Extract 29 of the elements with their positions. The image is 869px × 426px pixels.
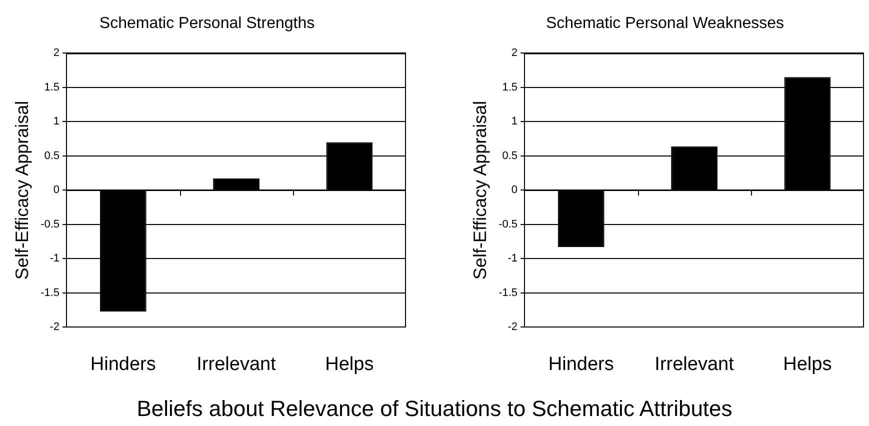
y-tick-label: -2 — [508, 321, 518, 334]
y-tick-label: 1.5 — [502, 81, 518, 94]
y-tick-label: -0.5 — [498, 218, 518, 230]
text: Beliefs about Relevance of Situations to Schematic Attributes — [136, 396, 734, 422]
y-tick-label: 1.5 — [44, 81, 60, 94]
y-tick-label: 1 — [53, 116, 60, 128]
x-tick-label: Helps — [325, 354, 374, 375]
y-tick-label: 2 — [53, 47, 60, 60]
y-tick-label: 0 — [53, 184, 60, 196]
x-tick-label: Hinders — [548, 354, 614, 375]
y-axis-title: Self-Efficacy Appraisal — [470, 100, 490, 280]
y-tick-label: -1.5 — [40, 286, 60, 299]
y-tick-label: -1.5 — [498, 286, 518, 299]
chart-title: Schematic Personal Weaknesses — [546, 15, 784, 32]
y-tick-label: -0.5 — [40, 218, 60, 230]
y-tick-label: -1 — [50, 252, 60, 265]
y-tick-label: 1 — [511, 116, 518, 128]
y-tick-label: -2 — [50, 321, 60, 334]
chart-title: Schematic Personal Strengths — [99, 15, 315, 32]
x-tick-label: Hinders — [90, 354, 156, 375]
y-tick-label: 0.5 — [502, 150, 518, 162]
x-tick-label: Helps — [783, 354, 832, 375]
y-tick-label: -1 — [508, 252, 518, 265]
y-tick-label: 2 — [511, 47, 518, 60]
y-axis-title: Self-Efficacy Appraisal — [12, 100, 32, 280]
x-tick-label: Irrelevant — [196, 354, 277, 375]
y-tick-label: 0 — [511, 184, 518, 196]
x-tick-label: Irrelevant — [654, 354, 735, 375]
y-tick-label: 0.5 — [44, 150, 60, 162]
